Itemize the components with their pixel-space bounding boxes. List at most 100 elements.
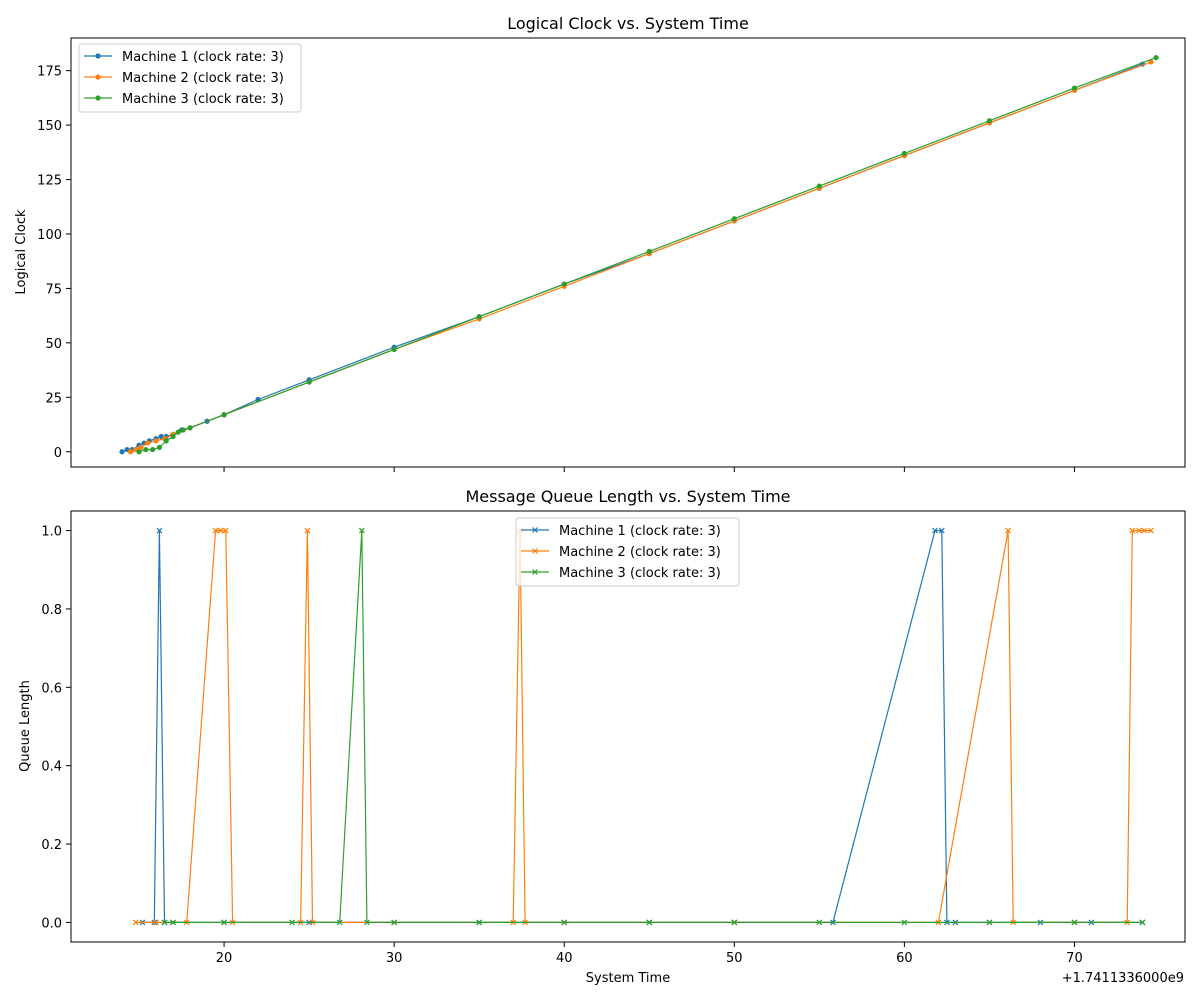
data-point — [391, 346, 397, 353]
y-tick-label: 0.6 — [41, 681, 62, 696]
data-point — [306, 379, 312, 385]
data-point — [646, 919, 653, 926]
data-point-stroke — [222, 527, 229, 534]
data-point — [153, 438, 159, 444]
y-tick-label: 100 — [37, 228, 62, 243]
y-tick-label: 25 — [45, 391, 62, 406]
data-point-stroke — [156, 527, 163, 534]
data-point — [901, 150, 907, 157]
y-tick-label: 0.0 — [41, 916, 62, 931]
data-point-stroke — [816, 919, 823, 926]
y-tick-label: 1.0 — [41, 525, 62, 540]
data-point — [212, 527, 219, 534]
data-point — [816, 183, 822, 189]
x-tick-label: 60 — [896, 951, 913, 966]
data-point — [476, 919, 483, 926]
legend-marker — [532, 569, 538, 575]
data-point — [175, 429, 181, 435]
legend-label: Machine 2 (clock rate: 3) — [559, 545, 721, 560]
data-point — [1005, 527, 1012, 534]
series-line — [130, 61, 1152, 453]
data-point — [136, 449, 142, 455]
data-point — [153, 919, 159, 926]
legend: Machine 1 (clock rate: 3) Machine 2 (cloc… — [78, 43, 302, 113]
data-point-stroke — [1005, 527, 1012, 534]
data-point-stroke — [161, 919, 168, 926]
plot-frame — [70, 510, 1186, 943]
y-tick-label: 75 — [45, 282, 62, 297]
y-axis-label: Queue Length — [18, 680, 33, 772]
x-axis-label: System Time — [586, 971, 670, 986]
data-point — [731, 919, 738, 926]
legend-marker — [95, 74, 101, 80]
legend-frame — [515, 517, 740, 587]
x-tick-label: 30 — [386, 951, 403, 966]
legend-marker — [95, 53, 101, 59]
data-point — [938, 527, 945, 534]
data-point-stroke — [932, 527, 938, 534]
y-tick-label: 175 — [37, 65, 62, 80]
series-layer — [119, 54, 1159, 455]
data-point — [221, 919, 227, 926]
x-tick-label: 50 — [726, 951, 743, 966]
series-line — [142, 529, 1143, 924]
data-point-stroke — [561, 919, 568, 926]
data-point — [144, 440, 151, 446]
data-point — [932, 527, 938, 534]
data-point — [986, 118, 993, 124]
data-point — [163, 438, 169, 444]
y-tick-label: 125 — [37, 174, 62, 189]
data-point-stroke — [646, 919, 653, 926]
y-tick-label: 0.4 — [41, 760, 62, 775]
data-point — [336, 919, 343, 926]
data-point-stroke — [1129, 527, 1136, 534]
data-point — [358, 527, 365, 534]
data-point — [561, 281, 567, 287]
data-point-stroke — [986, 919, 993, 926]
data-point — [1141, 527, 1148, 534]
legend-marker — [95, 95, 101, 101]
data-point — [156, 527, 163, 534]
data-point — [289, 919, 296, 926]
data-point — [143, 446, 149, 453]
data-point — [217, 527, 224, 534]
data-point — [1071, 919, 1078, 926]
legend-label: Machine 2 (clock rate: 3) — [122, 71, 284, 86]
data-point-stroke — [476, 919, 483, 926]
legend-label: Machine 3 (clock rate: 3) — [122, 92, 284, 107]
data-point-stroke — [731, 919, 738, 926]
tick-layer: 20 30 40 50 60 70 0.0 0.2 0.4 0.6 0.8 1.0 — [41, 525, 1082, 966]
chart-title: Logical Clock vs. System Time — [507, 14, 749, 33]
data-point — [986, 919, 993, 926]
x-tick-label: 20 — [216, 951, 233, 966]
legend-label: Machine 3 (clock rate: 3) — [559, 566, 721, 581]
data-point-stroke — [170, 919, 176, 926]
data-point-stroke — [217, 527, 224, 534]
data-point — [222, 527, 229, 534]
data-point — [150, 446, 156, 453]
x-offset-label: +1.7411336000e9 — [1062, 971, 1184, 986]
data-point-stroke — [289, 919, 296, 926]
data-point — [187, 425, 193, 431]
data-point — [1148, 527, 1154, 534]
data-point — [816, 919, 823, 926]
data-point — [364, 919, 370, 926]
data-point-stroke — [1141, 527, 1148, 534]
data-point — [1139, 919, 1146, 926]
chart-title: Message Queue Length vs. System Time — [465, 487, 790, 506]
y-tick-label: 0.8 — [41, 603, 62, 618]
data-point — [1071, 85, 1078, 91]
data-point — [476, 314, 482, 320]
tick-layer: 0 25 50 75 100 125 150 175 — [37, 65, 1075, 472]
data-point — [901, 919, 908, 926]
data-point-stroke — [153, 919, 159, 926]
data-point — [180, 427, 186, 433]
data-point — [1153, 54, 1159, 61]
x-tick-label: 70 — [1066, 951, 1083, 966]
plot-frame — [70, 37, 1186, 468]
y-axis-label: Logical Clock — [14, 209, 29, 294]
data-point — [170, 433, 176, 440]
legend-marker — [532, 527, 538, 533]
series-layer — [132, 527, 1154, 926]
legend-frame — [78, 43, 302, 113]
